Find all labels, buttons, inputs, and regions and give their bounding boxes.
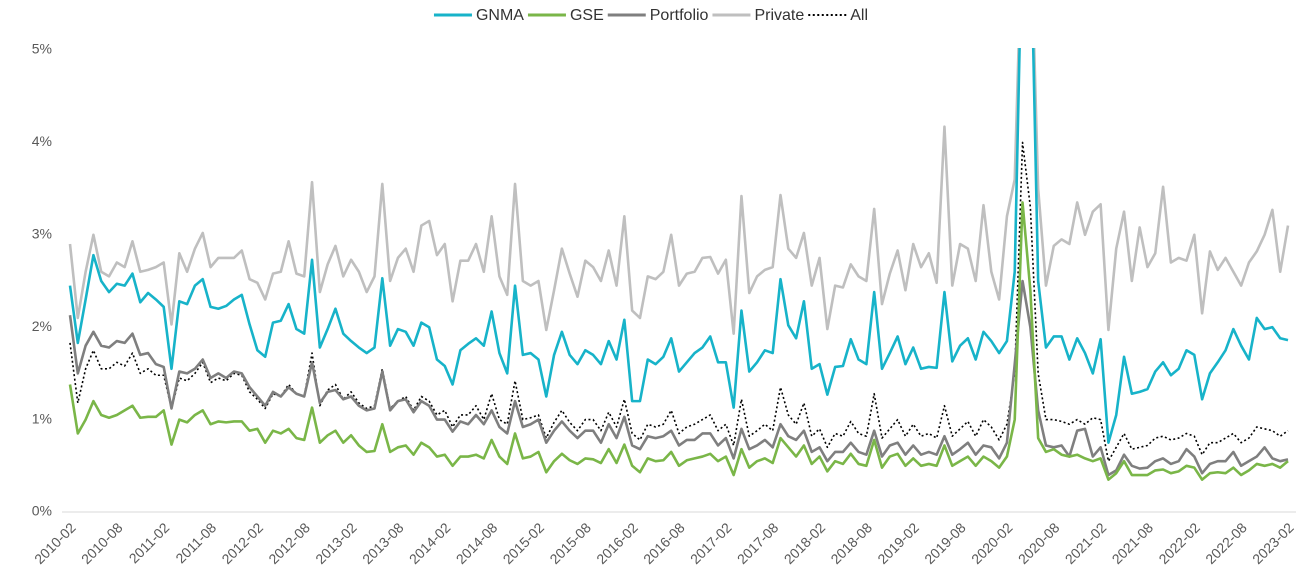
x-tick-label: 2021-08: [1109, 519, 1157, 567]
series-line: [68, 48, 1289, 444]
x-tick-label: 2014-08: [453, 519, 501, 567]
legend-label: Private: [754, 7, 804, 24]
legend-item: Portfolio: [607, 7, 709, 24]
x-tick-label: 2020-02: [968, 519, 1016, 567]
x-tick-label: 2020-08: [1015, 519, 1063, 567]
x-tick-label: 2021-02: [1062, 519, 1110, 567]
x-tick-label: 2018-08: [827, 519, 875, 567]
legend-label: GNMA: [476, 7, 524, 24]
plot-area: [68, 48, 1290, 481]
x-tick-label: 2012-02: [218, 519, 266, 567]
x-tick-label: 2014-02: [406, 519, 454, 567]
y-tick-label: 1%: [32, 410, 52, 426]
x-tick-label: 2022-02: [1155, 519, 1203, 567]
x-tick-label: 2015-08: [546, 519, 594, 567]
x-tick-label: 2019-08: [921, 519, 969, 567]
x-tick-label: 2015-02: [500, 519, 548, 567]
x-tick-label: 2023-02: [1249, 519, 1297, 567]
x-tick-label: 2019-02: [874, 519, 922, 567]
legend: GNMA GSE Portfolio Private All: [433, 7, 868, 24]
y-tick-label: 5%: [32, 41, 52, 57]
x-tick-label: 2017-02: [687, 519, 735, 567]
y-tick-label: 3%: [32, 226, 52, 242]
legend-item: Private: [712, 7, 804, 24]
x-tick-label: 2011-02: [126, 519, 173, 566]
legend-item: GNMA: [433, 7, 524, 24]
series-line: [69, 141, 1289, 462]
x-tick-label: 2013-08: [359, 519, 407, 567]
legend-label: All: [850, 7, 868, 24]
x-tick-label: 2012-08: [265, 519, 313, 567]
x-tick-label: 2018-02: [781, 519, 829, 567]
legend-item: GSE: [527, 7, 604, 24]
series-line: [68, 48, 1290, 335]
x-tick-label: 2022-08: [1202, 519, 1250, 567]
y-tick-label: 0%: [32, 503, 52, 519]
legend-item: All: [808, 7, 868, 24]
x-tick-label: 2016-08: [640, 519, 688, 567]
series-line: [68, 279, 1289, 477]
x-tick-label: 2010-08: [78, 519, 126, 567]
x-tick-label: 2013-02: [312, 519, 360, 567]
y-tick-label: 2%: [32, 318, 52, 334]
legend-label: GSE: [570, 7, 604, 24]
x-tick-label: 2010-02: [31, 519, 79, 567]
x-tick-label: 2016-02: [593, 519, 641, 567]
x-tick-label: 2017-08: [734, 519, 782, 567]
x-tick-label: 2011-08: [172, 519, 219, 566]
legend-label: Portfolio: [650, 7, 709, 24]
series-line: [68, 201, 1289, 481]
y-tick-label: 4%: [32, 133, 52, 149]
